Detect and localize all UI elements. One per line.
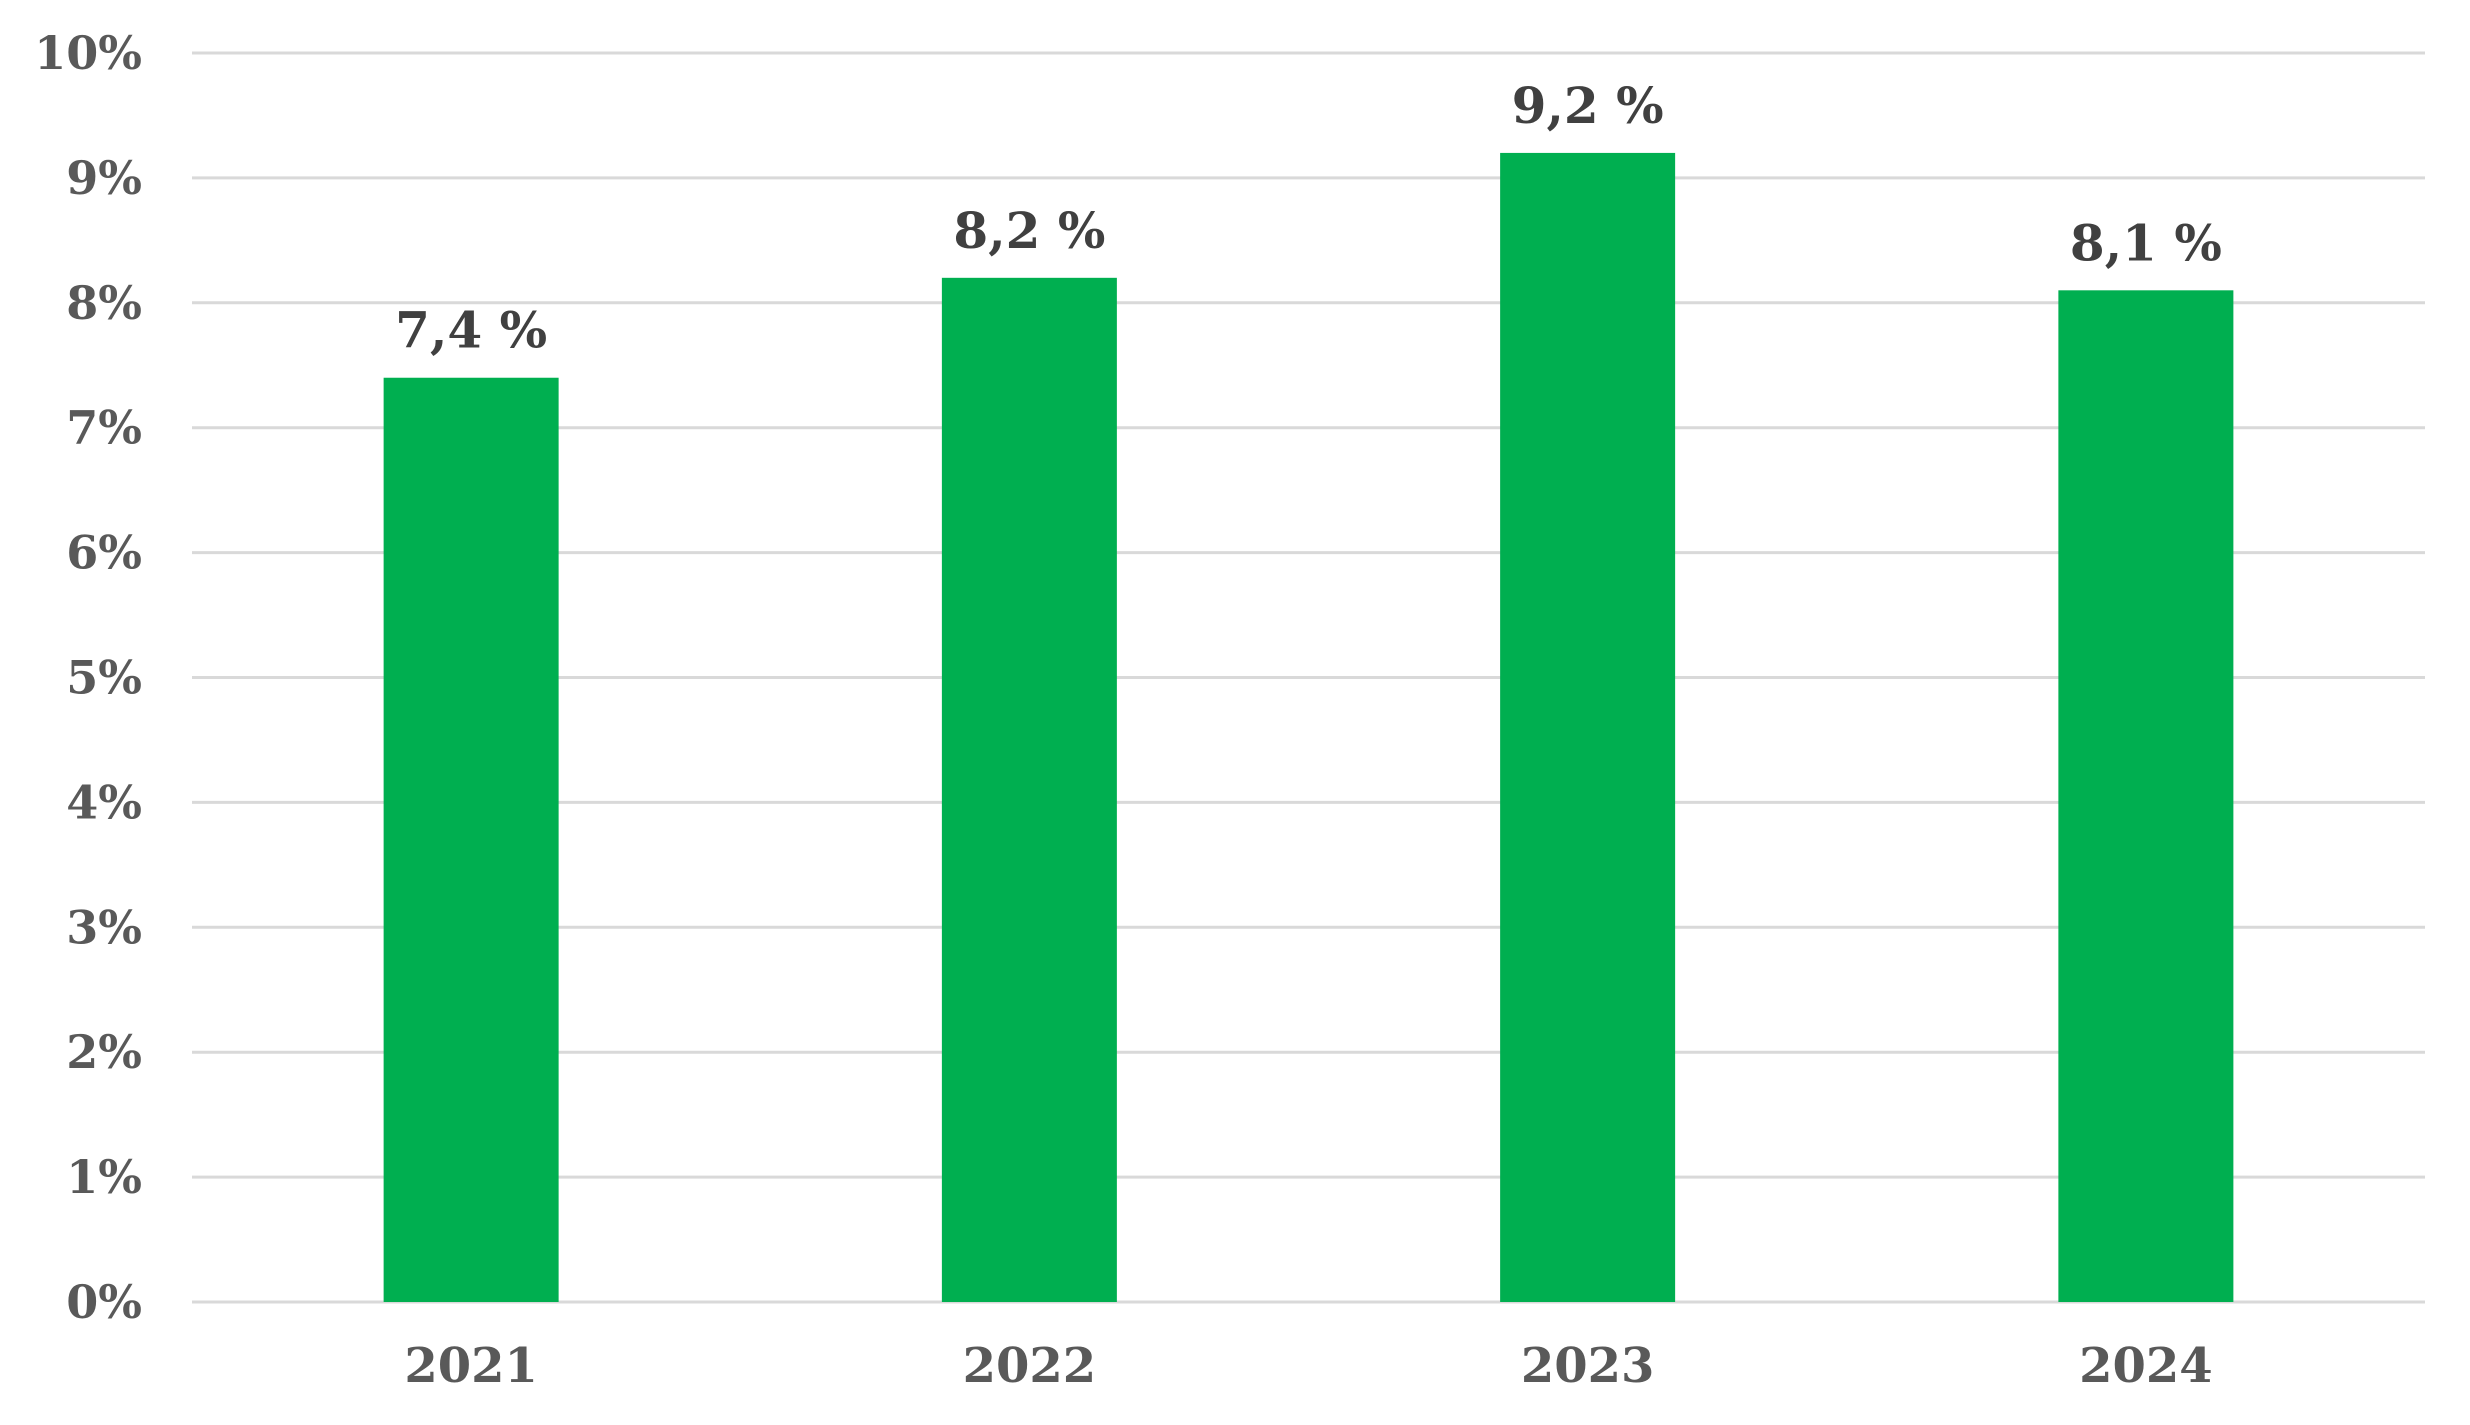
- y-tick-label: 7%: [66, 401, 142, 455]
- y-tick-label: 1%: [66, 1150, 142, 1204]
- x-tick-label-2021: 2021: [404, 1338, 538, 1394]
- data-label-2021: 7,4 %: [395, 301, 547, 360]
- bar-2023: [1500, 152, 1676, 1302]
- y-tick-label: 0%: [66, 1275, 142, 1329]
- data-labels: 7,4 % 8,2 % 9,2 % 8,1 %: [395, 76, 2222, 360]
- gridlines: [192, 51, 2425, 1304]
- x-axis-tick-labels: 2021 2022 2023 2024: [404, 1338, 2212, 1394]
- data-label-2022: 8,2 %: [953, 201, 1105, 260]
- bar-2022: [941, 277, 1117, 1302]
- data-label-2024: 8,1 %: [2070, 213, 2222, 272]
- y-tick-label: 2%: [66, 1025, 142, 1079]
- bar-2024: [2058, 290, 2234, 1302]
- x-tick-label-2023: 2023: [1521, 1338, 1655, 1394]
- y-tick-label: 4%: [66, 775, 142, 829]
- y-tick-label: 9%: [66, 151, 142, 205]
- y-tick-label: 10%: [34, 26, 142, 80]
- x-tick-label-2024: 2024: [2079, 1338, 2213, 1394]
- bar-2021: [383, 377, 559, 1302]
- y-tick-label: 5%: [66, 651, 142, 705]
- x-tick-label-2022: 2022: [963, 1338, 1097, 1394]
- y-axis-tick-labels: 0% 1% 2% 3% 4% 5% 6% 7% 8% 9% 10%: [34, 26, 142, 1329]
- y-tick-label: 3%: [66, 900, 142, 954]
- data-label-2023: 9,2 %: [1512, 76, 1664, 135]
- y-tick-label: 6%: [66, 526, 142, 580]
- bars: [383, 152, 2234, 1302]
- y-tick-label: 8%: [66, 276, 142, 330]
